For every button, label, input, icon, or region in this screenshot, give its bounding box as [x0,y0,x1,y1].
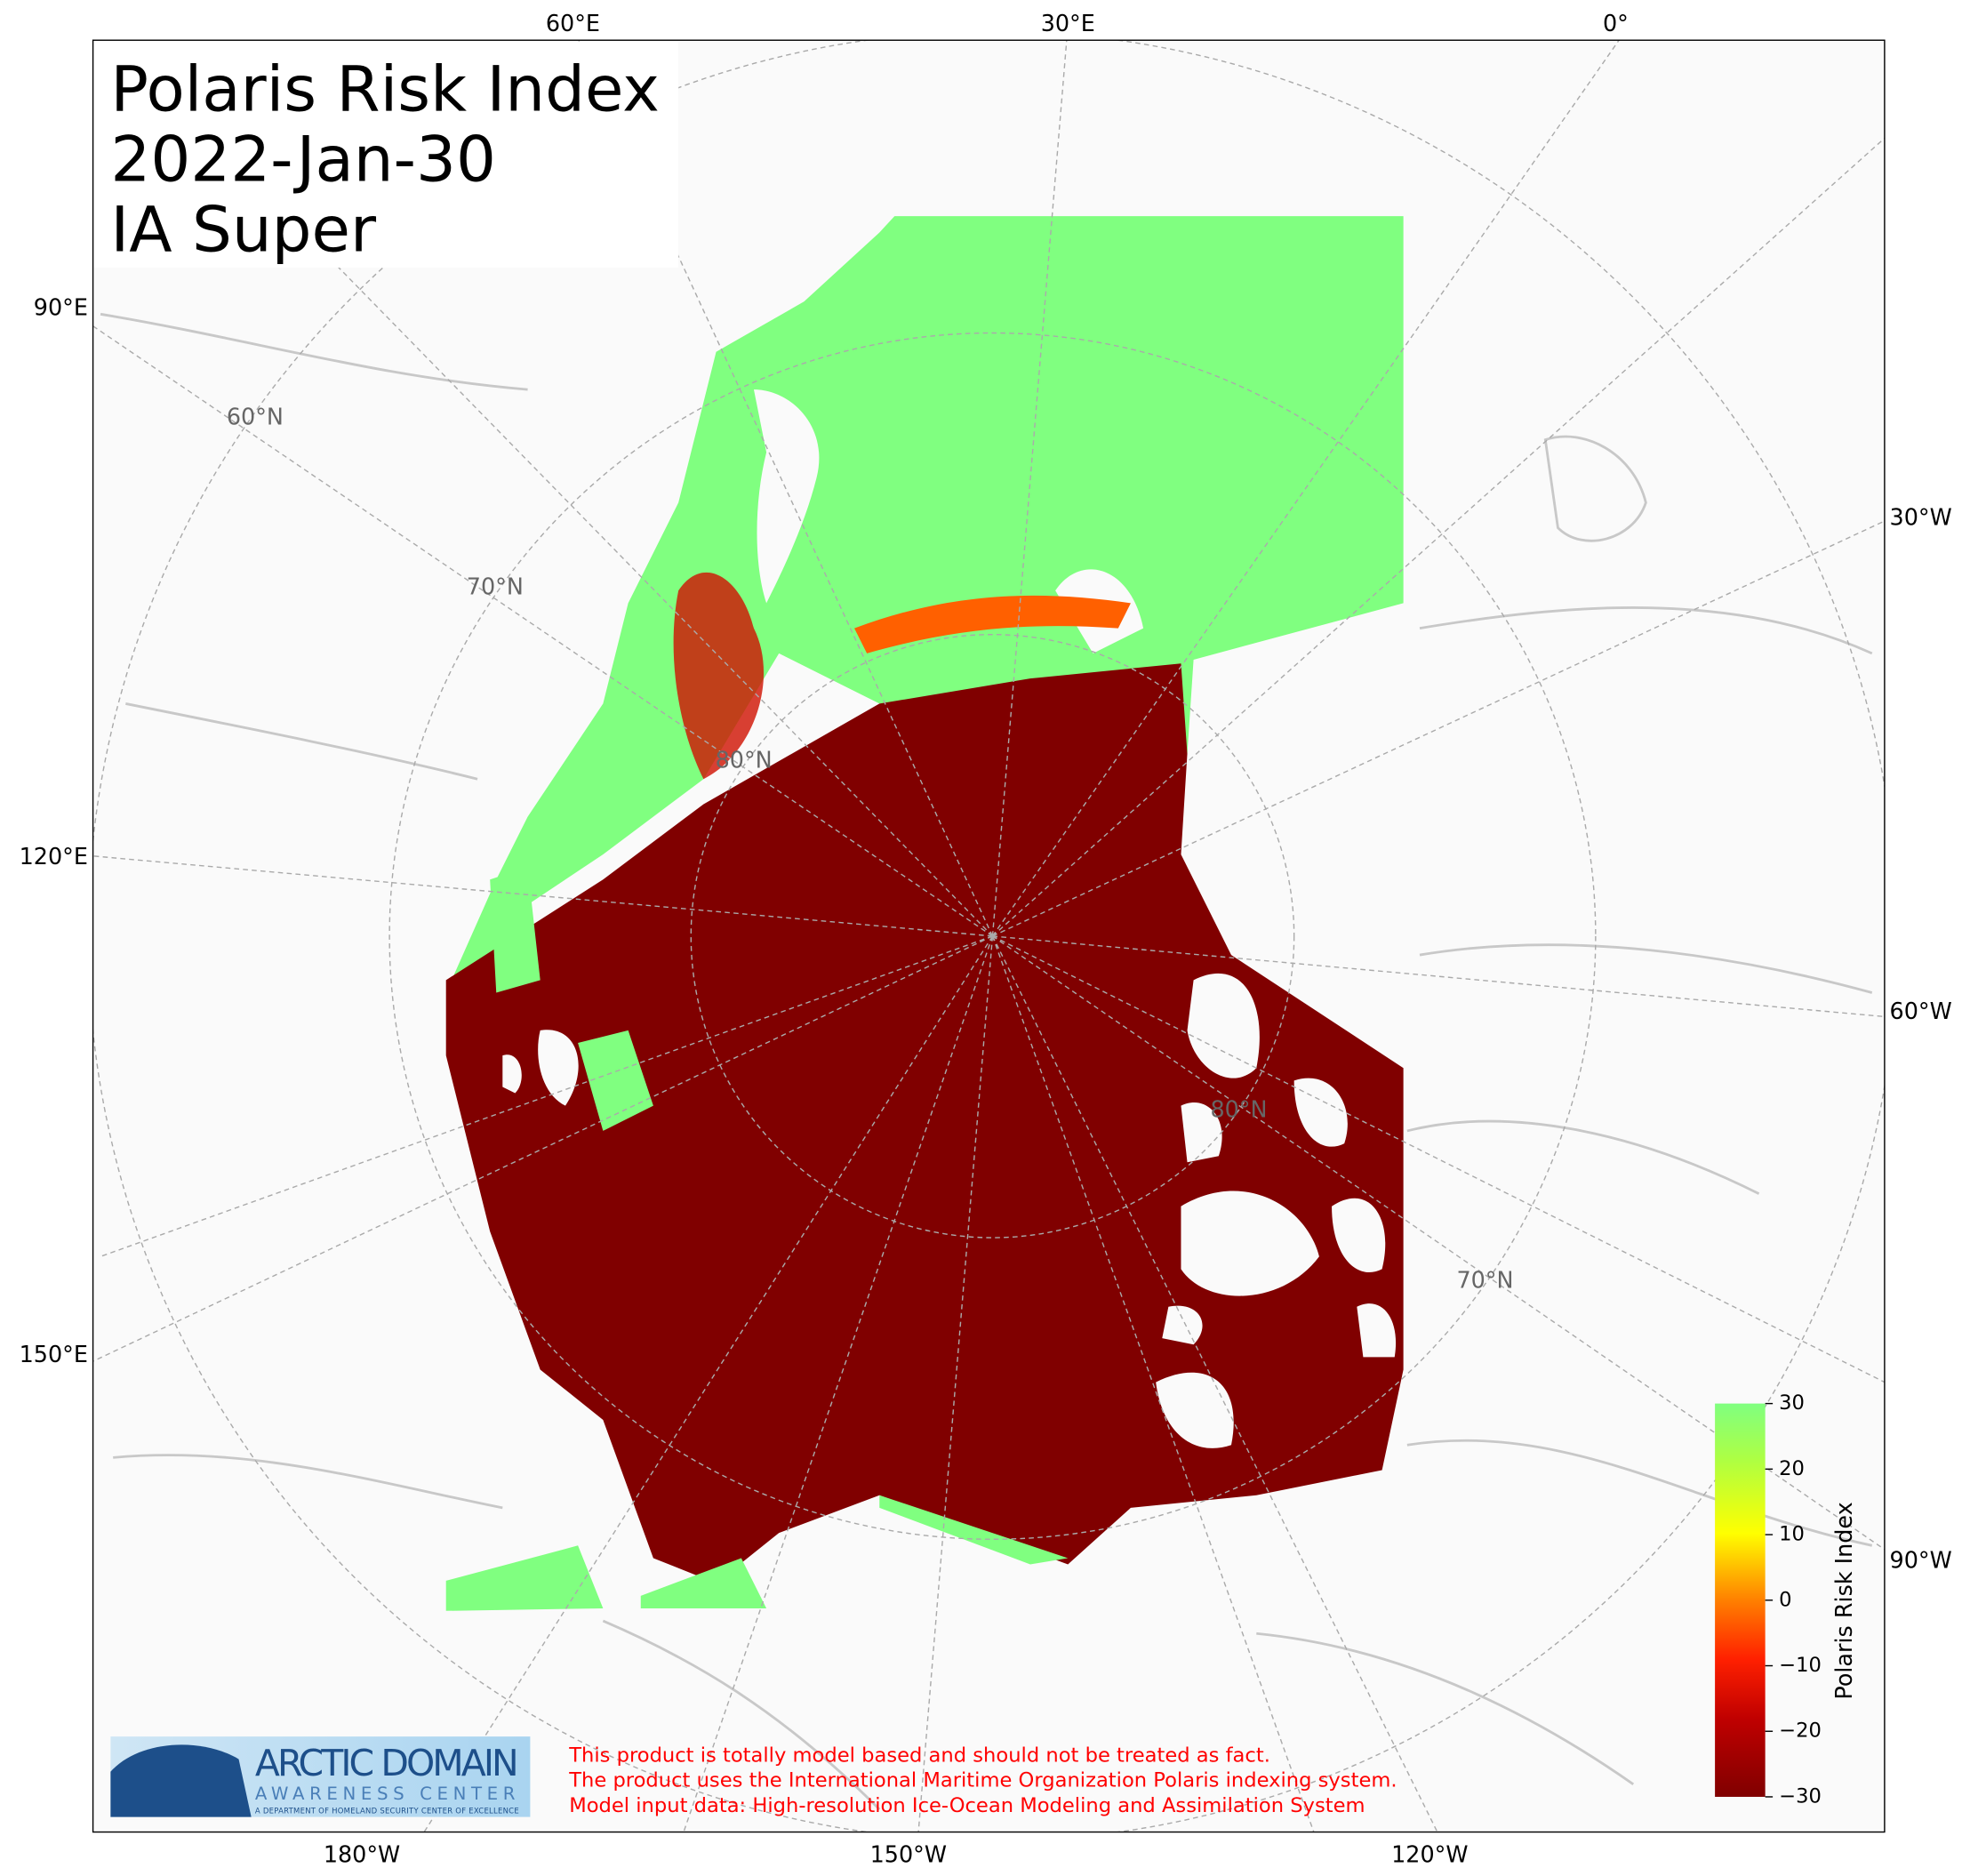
colorbar [1715,1403,1766,1797]
colorbar-tick-label: 10 [1779,1523,1805,1546]
map-layer [92,40,1885,1832]
longitude-label: 0° [1603,10,1629,36]
graticule-meridians [92,40,1885,1832]
latitude-label: 80°N [1210,1095,1267,1122]
longitude-label: 150°E [20,1341,88,1367]
longitude-label: 180°W [324,1840,400,1867]
longitude-label: 30°E [1041,10,1095,36]
longitude-label: 120°E [20,843,88,870]
disclaimer-line: This product is totally model based and … [568,1744,1270,1767]
longitude-label: 90°W [1890,1547,1952,1574]
logo-name: ARCTIC DOMAIN [255,1742,519,1784]
latitude-label: 60°N [227,404,284,430]
longitude-label: 150°W [870,1840,947,1867]
map-frame [92,39,1886,1833]
graticule-70n [388,332,1597,1540]
colorbar-tick-label: 20 [1779,1457,1805,1480]
ice-zone-red [673,572,765,780]
latitude-label: 70°N [1456,1267,1513,1294]
ice-class: IA Super [110,193,377,267]
longitude-label: 90°E [34,294,88,321]
latitude-label: 70°N [467,573,524,599]
ice-zone-green [445,216,1404,993]
disclaimer-line: The product uses the International Marit… [568,1769,1397,1792]
title-background [93,41,679,269]
colorbar-label: Polaris Risk Index [1830,1502,1857,1699]
ice-zone-green-south [445,1545,767,1611]
title: Polaris Risk Index [110,52,660,125]
ice-zone-dark-red [445,663,1404,1583]
longitude-label: 60°W [1890,998,1952,1024]
graticule-80n [690,633,1295,1239]
logo-globe [110,1744,252,1817]
disclaimer-line: Model input data: High-resolution Ice-Oc… [569,1794,1365,1817]
colorbar-tick-label: −10 [1779,1654,1822,1677]
colorbar-tick-label: −30 [1779,1784,1822,1808]
longitude-label: 60°E [546,10,600,36]
latitude-label: 80°N [716,746,773,773]
date: 2022-Jan-30 [110,123,496,196]
land-novaya-zemlya [753,389,820,604]
longitude-label: 30°W [1890,504,1952,531]
land-islands [502,973,1397,1448]
ice-edge-orange [854,595,1131,653]
coastline [100,312,1873,1811]
longitude-label: 120°W [1391,1840,1468,1867]
logo-tagline: A DEPARTMENT OF HOMELAND SECURITY CENTER… [255,1806,519,1815]
logo-subname: AWARENESS CENTER [255,1784,519,1804]
colorbar-tick-label: 0 [1779,1588,1791,1611]
colorbar-tick-label: −20 [1779,1720,1822,1743]
colorbar-tick-label: 30 [1779,1391,1805,1415]
